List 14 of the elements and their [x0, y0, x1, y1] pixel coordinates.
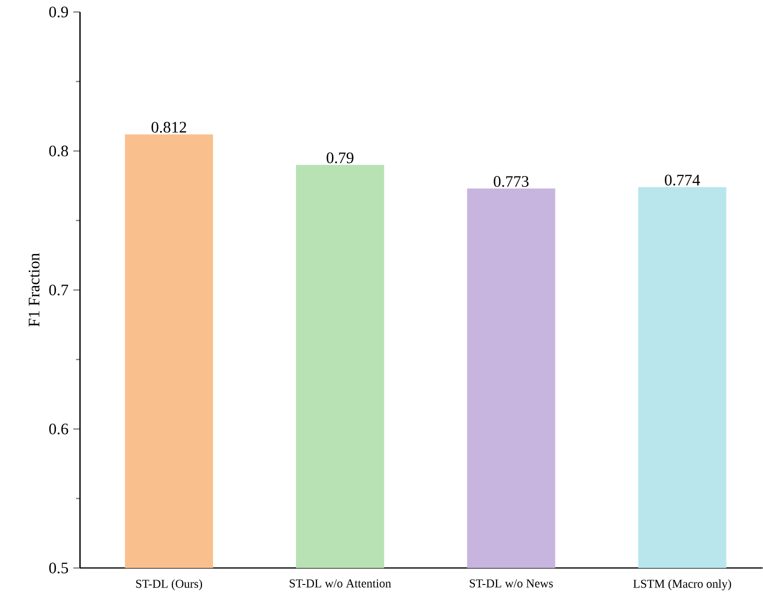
- y-axis-title: F1 Fraction: [28, 253, 40, 327]
- data-label: 0.773: [494, 176, 529, 187]
- data-label: 0.79: [326, 152, 354, 164]
- x-tick-label: ST-DL (Ours): [136, 579, 202, 590]
- y-tick-label: 0.9: [49, 6, 68, 18]
- x-tick-label: ST-DL w/o News: [470, 579, 553, 588]
- x-tick-label: ST-DL w/o Attention: [290, 579, 391, 588]
- data-label: 0.812: [152, 122, 186, 133]
- y-tick-label: 0.8: [49, 146, 68, 156]
- data-label: 0.774: [664, 174, 700, 186]
- y-tick-label: 0.7: [49, 284, 68, 296]
- x-tick-label: LSTM (Macro only): [633, 579, 732, 590]
- y-tick-label: 0.5: [49, 562, 68, 574]
- y-tick-label: 0.6: [49, 424, 68, 434]
